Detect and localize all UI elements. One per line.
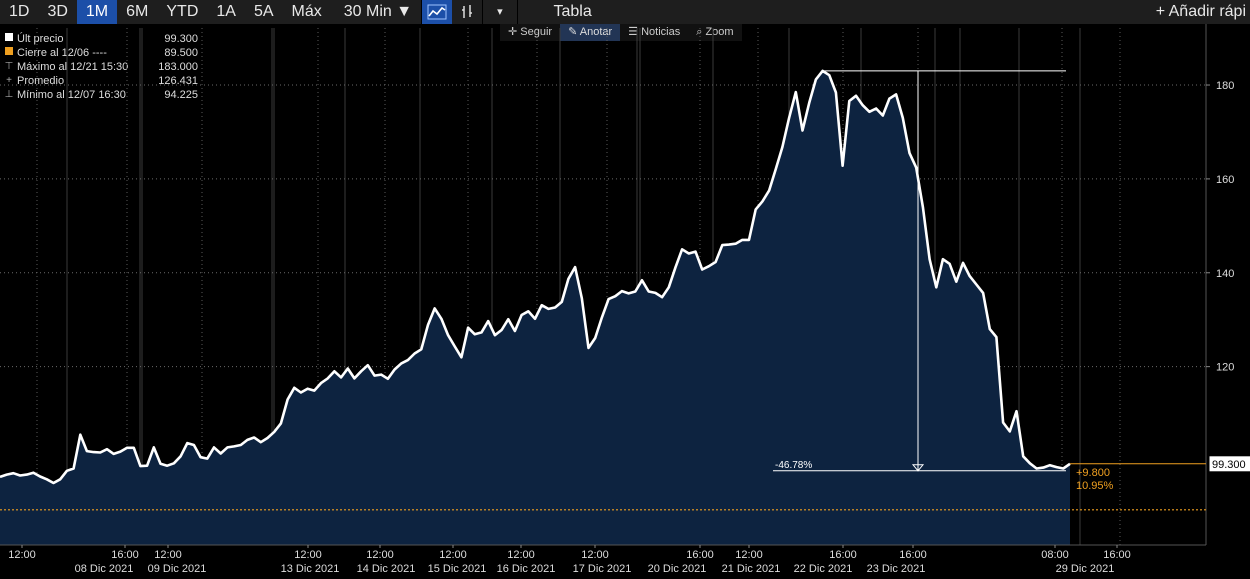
average-marker-icon: + xyxy=(6,75,12,86)
annotate-button[interactable]: ✎ Anotar xyxy=(560,24,621,41)
x-time-label: 08:00 xyxy=(1041,549,1069,561)
x-time-label: 12:00 xyxy=(735,549,763,561)
legend-prev-close[interactable]: Cierre al 12/06 ---- 89.500 xyxy=(4,46,198,60)
last-price-label: 99.300 xyxy=(1212,459,1246,471)
x-time-label: 12:00 xyxy=(294,549,322,561)
divider xyxy=(482,0,484,24)
x-time-label: 16:00 xyxy=(899,549,927,561)
follow-button[interactable]: ✛ Seguir xyxy=(500,24,560,41)
y-tick-label: 120 xyxy=(1216,362,1234,374)
x-date-label: 23 Dic 2021 xyxy=(867,563,926,575)
magnifier-icon: ⌕ xyxy=(696,26,706,38)
price-line xyxy=(0,69,1071,485)
toolbar: 1D 3D 1M 6M YTD 1A 5A Máx 30 Min ▼ ▾ Tabla + Añ… xyxy=(0,0,1250,24)
x-date-label: 21 Dic 2021 xyxy=(722,563,781,575)
last-price-tag xyxy=(1208,455,1250,473)
x-date-label: 29 Dic 2021 xyxy=(1056,563,1115,575)
x-time-label: 12:00 xyxy=(507,549,535,561)
x-date-label: 17 Dic 2021 xyxy=(573,563,632,575)
legend-label: Promedio xyxy=(17,75,65,87)
news-icon: ☰ xyxy=(628,26,642,38)
divider xyxy=(516,0,518,24)
x-date-label: 22 Dic 2021 xyxy=(794,563,853,575)
orange-square-icon xyxy=(5,47,13,55)
table-button[interactable]: Tabla xyxy=(553,3,592,20)
price-area xyxy=(0,70,1070,546)
legend-label: Últ precio xyxy=(17,33,64,45)
max-marker-icon: ⊤ xyxy=(4,61,14,72)
y-tick-label: 140 xyxy=(1216,268,1234,280)
legend-label: Máximo al 12/21 15:30 xyxy=(17,61,129,73)
x-time-label: 12:00 xyxy=(366,549,394,561)
x-time-label: 12:00 xyxy=(439,549,467,561)
legend-value: 126.431 xyxy=(158,75,198,87)
legend-label: Mínimo al 12/07 16:30 xyxy=(17,89,126,101)
divider xyxy=(421,0,423,24)
crosshair-icon: ✛ xyxy=(508,26,521,38)
x-date-label: 15 Dic 2021 xyxy=(428,563,487,575)
period-button-1a[interactable]: 1A xyxy=(216,3,236,20)
legend-value: 94.225 xyxy=(164,89,198,101)
y-axis-panel xyxy=(1206,24,1250,579)
x-date-label: 09 Dic 2021 xyxy=(148,563,207,575)
legend-max[interactable]: ⊤ Máximo al 12/21 15:30 183.000 xyxy=(4,60,198,74)
period-button-3d[interactable]: 3D xyxy=(47,3,68,20)
x-time-label: 16:00 xyxy=(686,549,714,561)
period-selector: 1D 3D 1M 6M YTD 1A 5A Máx xyxy=(0,0,331,24)
period-button-5a[interactable]: 5A xyxy=(253,3,274,20)
legend-value: 99.300 xyxy=(164,33,198,45)
x-date-label: 08 Dic 2021 xyxy=(75,563,134,575)
legend-min[interactable]: ⊥ Mínimo al 12/07 16:30 94.225 xyxy=(4,88,198,102)
x-time-label: 12:00 xyxy=(581,549,609,561)
legend-value: 89.500 xyxy=(164,47,198,59)
x-date-label: 14 Dic 2021 xyxy=(357,563,416,575)
zoom-button[interactable]: ⌕ Zoom xyxy=(688,24,741,41)
period-button-1d[interactable]: 1D xyxy=(9,3,30,20)
pencil-icon: ✎ xyxy=(568,26,580,38)
min-marker-icon: ⊥ xyxy=(4,89,14,100)
news-label: Noticias xyxy=(641,26,681,38)
legend: Últ precio 99.300 Cierre al 12/06 ---- 8… xyxy=(4,32,198,102)
x-time-label: 16:00 xyxy=(111,549,139,561)
annotation-arrow-head xyxy=(911,464,925,472)
chart-tools-bar: ✛ Seguir ✎ Anotar ☰ Noticias ⌕ Zoom xyxy=(500,24,742,41)
period-button-1m[interactable]: 1M xyxy=(76,0,118,24)
y-tick-label: 180 xyxy=(1216,80,1234,92)
legend-value: 183.000 xyxy=(158,61,198,73)
bar-chart-icon[interactable] xyxy=(452,0,482,24)
period-button-6m[interactable]: 6M xyxy=(126,3,149,20)
zoom-label: Zoom xyxy=(705,26,734,38)
follow-label: Seguir xyxy=(520,26,553,38)
period-button-máx[interactable]: Máx xyxy=(291,3,322,20)
x-time-label: 16:00 xyxy=(1103,549,1131,561)
quick-add-button[interactable]: + Añadir rápi xyxy=(1155,3,1246,20)
x-date-label: 20 Dic 2021 xyxy=(648,563,707,575)
legend-last-price[interactable]: Últ precio 99.300 xyxy=(4,32,198,46)
line-chart-icon[interactable] xyxy=(422,0,453,24)
change-abs-label: +9.800 xyxy=(1076,467,1110,479)
y-tick-label: 160 xyxy=(1216,174,1234,186)
annotate-label: Anotar xyxy=(579,26,613,38)
period-button-ytd[interactable]: YTD xyxy=(166,3,199,20)
legend-average[interactable]: + Promedio 126.431 xyxy=(4,74,198,88)
x-time-label: 12:00 xyxy=(8,549,36,561)
legend-label: Cierre al 12/06 ---- xyxy=(17,47,107,59)
change-pct-label: 10.95% xyxy=(1076,480,1114,492)
x-date-label: 16 Dic 2021 xyxy=(497,563,556,575)
x-date-label: 13 Dic 2021 xyxy=(281,563,340,575)
drawdown-label: -46.78% xyxy=(775,460,812,471)
white-square-icon xyxy=(5,33,13,41)
x-time-label: 16:00 xyxy=(829,549,857,561)
interval-dropdown[interactable]: 30 Min ▼ xyxy=(343,3,413,20)
x-time-label: 12:00 xyxy=(154,549,182,561)
news-button[interactable]: ☰ Noticias xyxy=(620,24,688,41)
chart-type-dropdown[interactable]: ▾ xyxy=(497,6,503,18)
